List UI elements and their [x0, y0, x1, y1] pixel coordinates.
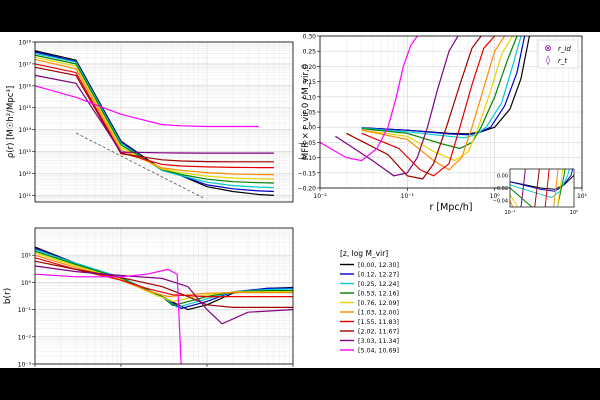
mfr-xtick-label: 10⁻² [313, 193, 327, 200]
bias-series-line [35, 265, 293, 325]
mfr-marker-legend: ⊗ r_id ◊ r_t [537, 39, 579, 69]
mfr-legend-label: r_t [558, 57, 567, 65]
mfr-legend-label: r_id [558, 45, 571, 53]
mfr-ytick-label: 0.05 [303, 110, 317, 117]
bias-series-line [35, 260, 293, 308]
bias-ylabel: b(r) [3, 288, 13, 304]
mfr-ytick-label: −0.20 [298, 186, 317, 193]
mfr-ytick-label: −0.10 [298, 155, 317, 162]
density-series-line [35, 66, 274, 163]
bias-series-line [35, 252, 293, 303]
mfr-inset-series-line [544, 169, 550, 207]
density-series-line [35, 74, 274, 154]
mfr-axes-frame [319, 35, 583, 189]
series-legend-label: [0.53, 12.16] [358, 291, 399, 298]
series-legend-label: [5.04, 10.69] [358, 348, 399, 355]
mfr-inset-xtick-label: 10⁻¹ [504, 210, 515, 216]
mfr-series-line [335, 36, 459, 177]
mfr-xtick-label: 10⁰ [490, 193, 501, 200]
mfr-inset-frame [509, 168, 575, 208]
mfr-ytick-label: 0.15 [303, 79, 317, 86]
mfr-ytick-label: 0.25 [303, 49, 317, 56]
bias-ytick-label: 10¹ [21, 253, 32, 260]
mfr-series-line [361, 36, 496, 177]
bias-series-line [35, 268, 182, 364]
density-ytick-label: 10¹⁵ [19, 105, 32, 112]
mfr-ylabel: MFR × r_vir,0 / M_vir,0 [301, 64, 311, 160]
mfr-series-line [361, 36, 506, 171]
mfr-ytick-label: −0.15 [298, 170, 317, 177]
mfr-series-line [320, 36, 418, 162]
mfr-inset-series-line [510, 169, 564, 207]
density-series-line [35, 52, 274, 189]
density-ytick-label: 10¹³ [19, 149, 32, 156]
mfr-inset-series-line [510, 169, 566, 207]
mfr-ytick-label: 0.10 [303, 94, 317, 101]
bias-ytick-label: 10⁻¹ [18, 307, 32, 314]
density-series-line [35, 56, 274, 180]
mfr-inset-ytick-label: −0.04 [493, 199, 508, 205]
series-legend-label: [0.25, 12.24] [358, 281, 399, 288]
density-ytick-label: 10¹⁷ [19, 61, 32, 68]
mfr-inset-series-line [520, 169, 526, 207]
bias-axes-frame [34, 227, 294, 365]
series-legend-label: [0.12, 12.27] [358, 272, 399, 279]
series-legend-title: [z, log M_vir] [340, 249, 388, 258]
mfr-inset-xtick-label: 10⁰ [570, 210, 578, 216]
density-series-line [35, 58, 274, 176]
mfr-ytick-label: 0.30 [303, 34, 317, 41]
density-series-group [35, 50, 274, 196]
mfr-series-group [320, 36, 530, 180]
series-legend-label: [2.02, 11.67] [358, 329, 399, 336]
mfr-series-line [361, 36, 514, 162]
mfr-xtick-label: 10¹ [577, 193, 588, 200]
mfr-inset-series-group [510, 169, 574, 207]
mfr-ytick-label: 0.00 [303, 125, 317, 132]
series-legend-label: [0.76, 12.09] [358, 300, 399, 307]
density-series-line [35, 54, 274, 184]
bias-ytick-label: 10⁻² [18, 334, 32, 341]
figure-panel: 10¹¹ 10¹² 10¹³ 10¹⁴ 10¹⁵ 10¹⁶ 10¹⁷ 10¹⁸ ρ(r) [M☉… [0, 32, 600, 388]
series-legend-label: [1.03, 12.00] [358, 310, 399, 317]
density-ytick-label: 10¹⁸ [19, 40, 32, 47]
chart-svg: 10¹¹ 10¹² 10¹³ 10¹⁴ 10¹⁵ 10¹⁶ 10¹⁷ 10¹⁸ ρ(r) [M☉… [3, 34, 588, 388]
bias-series-line [35, 250, 293, 307]
series-legend-label: [1.55, 11.83] [358, 319, 399, 326]
bias-ytick-label: 10⁻³ [18, 362, 32, 369]
mfr-xtick-label: 10⁻¹ [401, 193, 415, 200]
mfr-inset-ytick-label: −0.02 [493, 186, 508, 192]
density-ytick-label: 10¹⁶ [19, 83, 32, 90]
mfr-xlabel: r [Mpc/h] [429, 202, 472, 213]
density-axes-frame [34, 41, 294, 203]
series-legend-label: [3.03, 11.34] [358, 338, 399, 345]
mfr-series-line [346, 36, 482, 180]
mfr-legend-symbol: ⊗ [544, 44, 552, 54]
bias-ytick-label: 10⁰ [21, 280, 32, 287]
density-series-line [35, 63, 274, 169]
bias-series-group [35, 246, 293, 364]
mfr-ytick-label: 0.20 [303, 64, 317, 71]
mfr-legend-symbol: ◊ [546, 55, 551, 66]
density-ytick-label: 10¹¹ [19, 193, 32, 200]
bias-series-line [35, 247, 293, 310]
series-legend: [z, log M_vir] [0.00, 12.30] [0.12, 12.27]… [340, 249, 399, 355]
mfr-marker-legend-box [537, 39, 579, 69]
density-ytick-label: 10¹² [19, 171, 32, 178]
density-reference-slope [75, 132, 204, 199]
density-series-line [35, 85, 259, 128]
series-legend-label: [0.00, 12.30] [358, 262, 399, 269]
density-ytick-label: 10¹⁴ [19, 127, 32, 134]
density-ylabel: ρ(r) [M☉h²/Mpc³] [6, 86, 16, 158]
mfr-inset-ytick-label: 0.00 [497, 173, 508, 179]
mfr-ytick-label: −0.05 [298, 140, 317, 147]
bias-series-line [35, 249, 293, 309]
